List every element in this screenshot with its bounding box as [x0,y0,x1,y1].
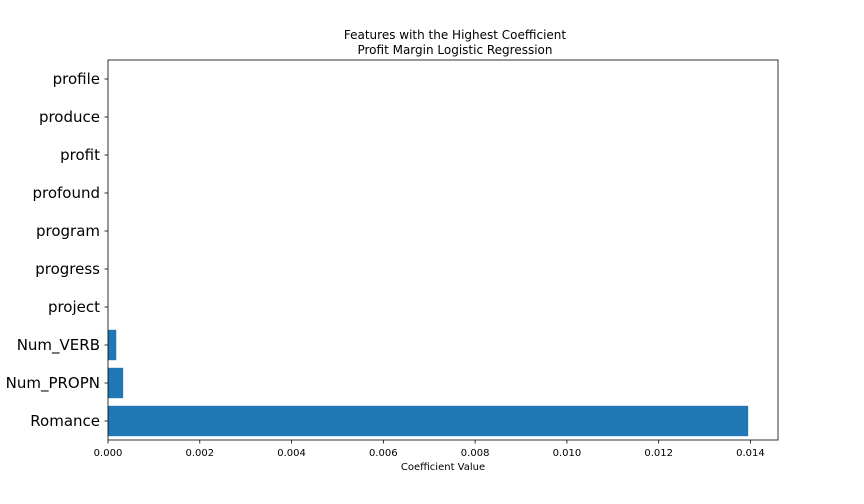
bar-num-verb [108,330,116,360]
y-tick-label: program [36,222,100,240]
x-tick-label: 0.004 [277,448,306,459]
y-axis: Romance Num_PROPN Num_VERB project progress p… [6,70,108,430]
y-tick-label: profound [32,184,100,202]
x-tick-label: 0.014 [736,448,765,459]
y-tick-label: progress [35,260,100,278]
y-tick-label: Num_VERB [17,336,100,355]
x-axis: 0.000 0.002 0.004 0.006 0.008 0.010 0.012 0.014 [94,440,765,459]
y-tick-label: profile [53,70,100,88]
x-tick-label: 0.006 [369,448,398,459]
bars-group [108,330,748,436]
plot-area-frame [108,60,778,440]
y-tick-label: produce [39,108,100,126]
chart-subtitle: Profit Margin Logistic Regression [357,43,552,57]
x-tick-label: 0.000 [94,448,123,459]
y-tick-label: Romance [30,412,100,430]
x-tick-label: 0.008 [461,448,490,459]
x-tick-label: 0.002 [185,448,214,459]
y-tick-label: Num_PROPN [6,374,100,393]
x-tick-label: 0.012 [644,448,673,459]
y-tick-label: project [48,298,100,316]
bar-romance [108,406,748,436]
chart-title: Features with the Highest Coefficient [344,28,567,42]
y-tick-label: profit [60,146,100,164]
x-axis-label: Coefficient Value [401,462,485,473]
bar-num-propn [108,368,123,398]
x-tick-label: 0.010 [553,448,582,459]
